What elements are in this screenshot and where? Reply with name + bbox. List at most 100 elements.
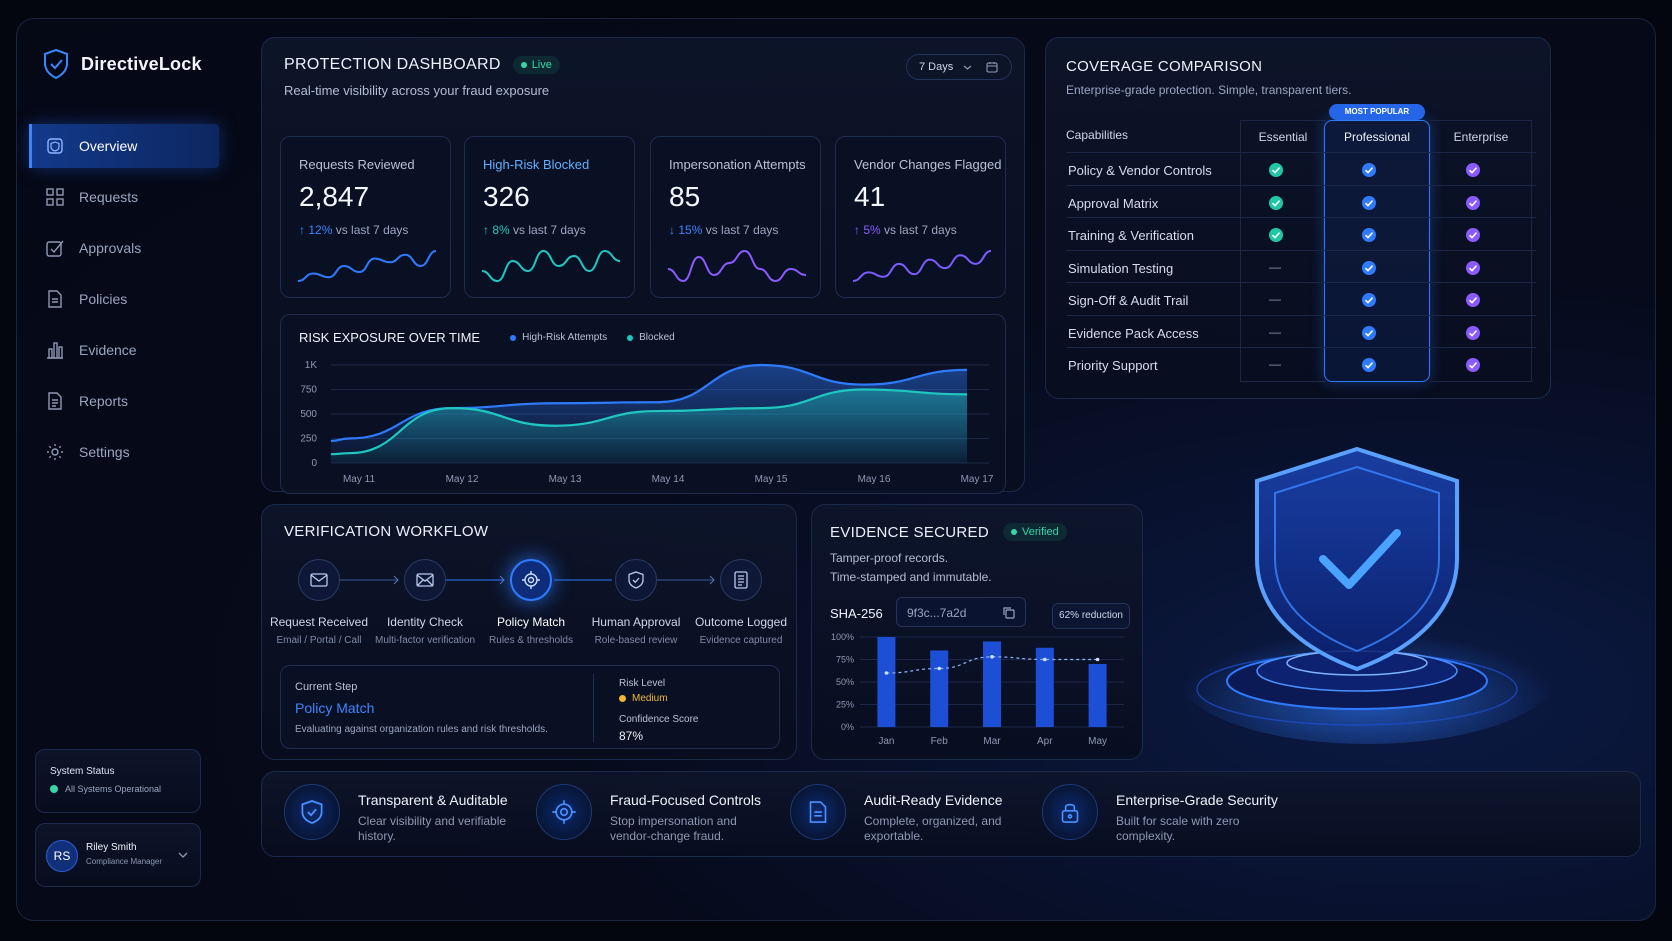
- x-tick-label: Apr: [1037, 736, 1053, 747]
- y-tick-label: 25%: [836, 700, 854, 710]
- workflow-step-policy-match[interactable]: Policy Match Rules & thresholds: [476, 559, 586, 646]
- verified-badge: Verified: [1003, 523, 1067, 541]
- hash-value: 9f3c...7a2d: [907, 606, 967, 620]
- trend-point: [990, 655, 994, 659]
- workflow-title: VERIFICATION WORKFLOW: [284, 523, 489, 540]
- sidebar-item-policies[interactable]: Policies: [29, 277, 219, 321]
- kpi-label: Requests Reviewed: [299, 157, 415, 172]
- sidebar-item-label: Approvals: [79, 240, 142, 256]
- trend-point: [1043, 657, 1047, 662]
- tier-column-essential: [1240, 120, 1326, 382]
- copy-icon[interactable]: [1002, 606, 1015, 619]
- shield-check-icon: [615, 559, 657, 601]
- mail-icon: [298, 559, 340, 601]
- workflow-step-identity-check[interactable]: Identity Check Multi-factor verification: [370, 559, 480, 646]
- step-sub: Email / Portal / Call: [276, 635, 362, 646]
- kpi-card-requests[interactable]: Requests Reviewed 2,847 ↑ 12% vs last 7 …: [280, 136, 451, 298]
- sidebar-item-label: Evidence: [79, 342, 137, 358]
- workflow-step-outcome-logged[interactable]: Outcome Logged Evidence captured: [686, 559, 796, 646]
- y-tick-label: 250: [300, 434, 317, 445]
- document-icon: [45, 289, 65, 309]
- chevron-down-icon[interactable]: [178, 851, 188, 859]
- capability-name: Evidence Pack Access: [1068, 325, 1199, 341]
- evidence-secured-panel: EVIDENCE SECURED Verified Tamper-proof r…: [811, 504, 1143, 760]
- risk-exposure-chart: 0 250 500 750 1K May 11 May 12 May 13 May 14 May …: [300, 360, 994, 485]
- sidebar-item-reports[interactable]: Reports: [29, 379, 219, 423]
- capabilities-header: Capabilities: [1066, 128, 1129, 142]
- delta-text: vs last 7 days: [335, 223, 409, 237]
- coverage-row: Priority Support —: [1066, 347, 1536, 381]
- brand[interactable]: DirectiveLock: [43, 49, 202, 79]
- check-circle-icon: [1466, 293, 1480, 307]
- kpi-card-blocked[interactable]: High-Risk Blocked 326 ↑ 8% vs last 7 day…: [464, 136, 635, 298]
- chevron-down-icon: [963, 65, 972, 70]
- sparkline-path: [852, 250, 992, 282]
- y-tick-label: 750: [300, 385, 317, 396]
- coverage-row: Simulation Testing —: [1066, 249, 1536, 284]
- workflow-step-request-received[interactable]: Request Received Email / Portal / Call: [264, 559, 374, 646]
- sidebar-item-approvals[interactable]: Approvals: [29, 226, 219, 270]
- tier-column-professional[interactable]: [1324, 120, 1430, 382]
- x-tick-label: Mar: [983, 736, 1001, 747]
- sidebar-item-requests[interactable]: Requests: [29, 175, 219, 219]
- feature-sub: Complete, organized, and exportable.: [864, 814, 1002, 843]
- avatar: RS: [46, 840, 78, 872]
- status-dot: [50, 785, 58, 793]
- sidebar-item-overview[interactable]: Overview: [29, 124, 219, 168]
- delta-text: vs last 7 days: [513, 223, 586, 237]
- delta-value: 5%: [863, 223, 881, 237]
- user-menu[interactable]: RS Riley Smith Compliance Manager: [35, 823, 201, 887]
- check-circle-icon: [1362, 325, 1376, 340]
- calendar-icon[interactable]: [986, 61, 998, 73]
- x-tick-label: Feb: [931, 736, 949, 747]
- capability-name: Approval Matrix: [1068, 195, 1159, 211]
- check-circle-icon: [1362, 195, 1376, 210]
- check-circle-icon: [1466, 325, 1480, 340]
- kpi-sparkline: [852, 250, 992, 282]
- bar: [1035, 647, 1054, 727]
- x-tick-label: May: [1088, 736, 1107, 747]
- dash-icon: —: [1269, 357, 1281, 371]
- kpi-sparkline: [481, 249, 621, 283]
- app-window: DirectiveLock Overview Requests Approval…: [16, 18, 1656, 921]
- step-title: Request Received: [269, 615, 369, 629]
- sparkline-path: [297, 250, 437, 282]
- capability-name: Simulation Testing: [1068, 260, 1174, 276]
- risk-level-value: Medium: [632, 693, 668, 704]
- feature-title: Transparent & Auditable: [358, 792, 508, 808]
- kpi-sparkline: [667, 249, 807, 283]
- sidebar-item-evidence[interactable]: Evidence: [29, 328, 219, 372]
- workflow-step-human-approval[interactable]: Human Approval Role-based review: [581, 559, 691, 646]
- coverage-row: Training & Verification: [1066, 217, 1536, 251]
- brand-name: DirectiveLock: [81, 53, 202, 74]
- kpi-label: High-Risk Blocked: [483, 157, 590, 172]
- range-select[interactable]: 7 Days: [906, 54, 1012, 80]
- hash-field[interactable]: 9f3c...7a2d: [896, 597, 1026, 627]
- feature-enterprise-grade-security: Enterprise-Grade Security Built for scale…: [1042, 784, 1278, 844]
- capability-name: Sign-Off & Audit Trail: [1068, 293, 1189, 308]
- check-circle-icon: [1362, 163, 1376, 177]
- step-sub: Rules & thresholds: [489, 635, 573, 646]
- sidebar-item-settings[interactable]: Settings: [29, 430, 219, 474]
- features-strip: Transparent & Auditable Clear visibility …: [261, 771, 1641, 857]
- sparkline-path: [667, 249, 807, 283]
- chart-title: RISK EXPOSURE OVER TIME: [299, 330, 481, 345]
- series-area: [331, 389, 967, 463]
- shield-icon: [45, 136, 65, 156]
- coverage-row: Evidence Pack Access —: [1066, 314, 1536, 349]
- kpi-card-vendor[interactable]: Vendor Changes Flagged 41 ↑ 5% vs last 7…: [835, 136, 1006, 298]
- kpi-delta: ↑ 8% vs last 7 days: [483, 223, 586, 237]
- evidence-title: EVIDENCE SECURED: [830, 523, 989, 541]
- tier-header-enterprise: Enterprise: [1453, 130, 1509, 144]
- kpi-value: 85: [669, 181, 701, 212]
- check-circle-icon: [1269, 228, 1283, 242]
- step-sub: Role-based review: [594, 635, 678, 646]
- check-circle-icon: [1466, 358, 1480, 372]
- coverage-row: Approval Matrix: [1066, 184, 1536, 219]
- delta-value: 8%: [492, 223, 510, 237]
- current-step-card: Current Step Policy Match Evaluating aga…: [280, 665, 780, 749]
- kpi-card-impersonation[interactable]: Impersonation Attempts 85 ↓ 15% vs last …: [650, 136, 821, 298]
- workflow-connectors: [340, 575, 715, 585]
- feature-sub: Built for scale with zero complexity.: [1116, 814, 1240, 843]
- trend-point: [1095, 657, 1100, 662]
